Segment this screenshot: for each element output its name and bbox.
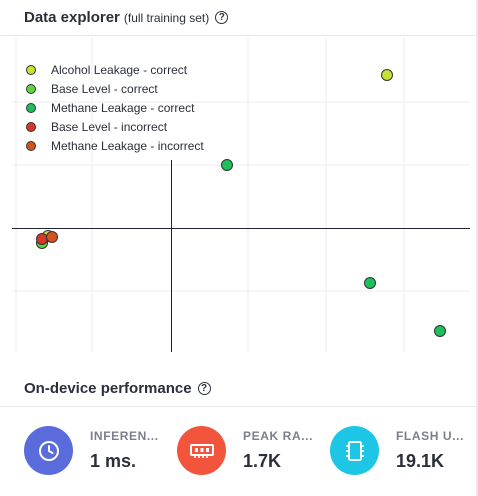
performance-title: On-device performance bbox=[24, 380, 192, 397]
flash-chip-icon bbox=[330, 426, 379, 475]
legend-item-methane-incorrect[interactable]: Methane Leakage - incorrect bbox=[26, 136, 204, 155]
legend-swatch bbox=[26, 102, 36, 113]
legend: Alcohol Leakage - correct Base Level - c… bbox=[26, 60, 204, 155]
legend-swatch bbox=[26, 64, 36, 75]
legend-label: Methane Leakage - incorrect bbox=[51, 138, 204, 153]
data-point[interactable] bbox=[221, 159, 233, 171]
data-point[interactable] bbox=[434, 325, 446, 337]
data-point[interactable] bbox=[46, 231, 58, 243]
metric-label: FLASH U... bbox=[396, 429, 464, 443]
axes bbox=[12, 160, 470, 352]
help-icon[interactable]: ? bbox=[197, 382, 211, 395]
metric-flash-usage: FLASH U... 19.1K bbox=[330, 426, 464, 475]
metric-peak-ram: PEAK RA... 1.7K bbox=[177, 426, 313, 475]
grid-lines bbox=[12, 37, 470, 352]
legend-item-base-incorrect[interactable]: Base Level - incorrect bbox=[26, 117, 204, 136]
help-icon[interactable]: ? bbox=[215, 11, 229, 24]
clock-icon bbox=[24, 426, 73, 475]
legend-item-base-correct[interactable]: Base Level - correct bbox=[26, 79, 204, 98]
data-explorer-header: Data explorer (full training set) ? bbox=[0, 0, 476, 36]
ram-chip-icon bbox=[177, 426, 226, 475]
data-point[interactable] bbox=[36, 233, 48, 245]
data-explorer-subtitle: (full training set) bbox=[123, 10, 210, 25]
metric-label: PEAK RA... bbox=[243, 429, 314, 443]
data-points bbox=[36, 69, 446, 337]
performance-header: On-device performance ? bbox=[0, 371, 476, 407]
metric-value: 1 ms. bbox=[90, 451, 137, 471]
metric-label: INFEREN... bbox=[90, 429, 159, 443]
metric-value: 1.7K bbox=[243, 451, 282, 471]
performance-metrics: INFEREN... 1 ms. PEAK RA... 1.7K bbox=[0, 408, 476, 496]
metric-inference: INFEREN... 1 ms. bbox=[24, 426, 159, 475]
panel-border bbox=[476, 0, 478, 496]
legend-label: Base Level - incorrect bbox=[51, 119, 168, 134]
metric-value: 19.1K bbox=[396, 451, 445, 471]
scatter-plot[interactable] bbox=[0, 37, 476, 355]
data-point[interactable] bbox=[381, 69, 393, 81]
legend-label: Base Level - correct bbox=[51, 81, 158, 96]
legend-item-alcohol-correct[interactable]: Alcohol Leakage - correct bbox=[26, 60, 204, 79]
legend-item-methane-correct[interactable]: Methane Leakage - correct bbox=[26, 98, 204, 117]
legend-swatch bbox=[26, 83, 36, 94]
data-explorer-title: Data explorer bbox=[24, 9, 120, 26]
legend-label: Methane Leakage - correct bbox=[51, 100, 195, 115]
legend-swatch bbox=[26, 121, 36, 132]
data-point[interactable] bbox=[364, 277, 376, 289]
legend-label: Alcohol Leakage - correct bbox=[51, 62, 188, 77]
legend-swatch bbox=[26, 140, 36, 151]
